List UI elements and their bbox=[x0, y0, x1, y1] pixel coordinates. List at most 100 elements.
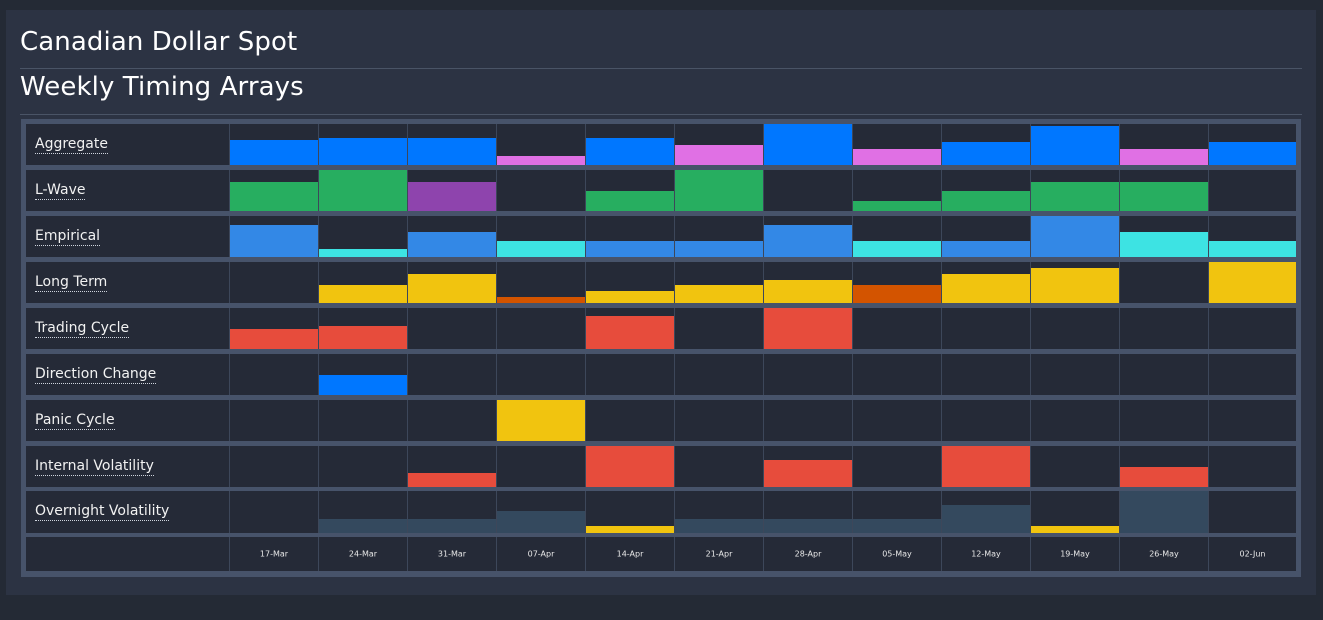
timing-bar bbox=[675, 241, 763, 257]
timing-bar bbox=[1120, 232, 1208, 257]
timing-cell bbox=[407, 216, 496, 257]
timing-cell bbox=[674, 354, 763, 395]
row-label-cell: Internal Volatility bbox=[26, 446, 229, 487]
timing-bar bbox=[764, 279, 852, 303]
timing-cell bbox=[318, 170, 407, 211]
row-label[interactable]: Aggregate bbox=[35, 135, 108, 154]
timing-bar bbox=[764, 308, 852, 349]
timing-cell bbox=[318, 446, 407, 487]
timing-bar bbox=[408, 232, 496, 257]
timing-row-l-wave: L-Wave bbox=[26, 170, 1296, 211]
row-label[interactable]: Long Term bbox=[35, 273, 108, 292]
timing-cell bbox=[229, 216, 318, 257]
timing-cell bbox=[1030, 216, 1119, 257]
timing-cell bbox=[674, 491, 763, 533]
timing-cell bbox=[229, 124, 318, 165]
timing-bar bbox=[764, 519, 852, 533]
timing-cell bbox=[496, 308, 585, 349]
timing-row-empirical: Empirical bbox=[26, 216, 1296, 257]
timing-bar bbox=[942, 504, 1030, 533]
timing-bar bbox=[1031, 126, 1119, 165]
timing-cell bbox=[1208, 216, 1296, 257]
week-label: 19-May bbox=[1060, 549, 1090, 559]
timing-bar bbox=[408, 519, 496, 533]
timing-cell bbox=[1030, 446, 1119, 487]
timing-cell bbox=[496, 400, 585, 441]
week-cell: 07-Apr bbox=[496, 537, 585, 571]
week-cell: 21-Apr bbox=[674, 537, 763, 571]
row-label[interactable]: Overnight Volatility bbox=[35, 503, 170, 521]
timing-cell bbox=[1030, 354, 1119, 395]
timing-cell bbox=[1119, 400, 1208, 441]
week-cell: 28-Apr bbox=[763, 537, 852, 571]
timing-cell bbox=[1208, 308, 1296, 349]
timing-cell bbox=[318, 400, 407, 441]
week-cell: 02-Jun bbox=[1208, 537, 1296, 571]
timing-bar bbox=[408, 137, 496, 165]
timing-cell bbox=[941, 308, 1030, 349]
timing-cell bbox=[1030, 308, 1119, 349]
timing-cell bbox=[318, 216, 407, 257]
timing-cell bbox=[852, 262, 941, 303]
timing-cell bbox=[585, 124, 674, 165]
week-cell: 24-Mar bbox=[318, 537, 407, 571]
timing-bar bbox=[1209, 141, 1296, 165]
week-cell: 05-May bbox=[852, 537, 941, 571]
timing-cell bbox=[1119, 446, 1208, 487]
timing-cell bbox=[1030, 124, 1119, 165]
row-label[interactable]: Panic Cycle bbox=[35, 411, 115, 430]
row-label[interactable]: L-Wave bbox=[35, 181, 86, 200]
timing-bar bbox=[853, 285, 941, 303]
timing-cell bbox=[852, 446, 941, 487]
timing-cell bbox=[1208, 170, 1296, 211]
timing-cell bbox=[585, 170, 674, 211]
timing-cell bbox=[318, 491, 407, 533]
timing-bar bbox=[675, 285, 763, 303]
week-axis-row: 17-Mar 24-Mar 31-Mar 07-Apr 14-Apr 21-Apr 28-A… bbox=[26, 537, 1296, 571]
timing-bar bbox=[586, 525, 674, 533]
timing-bar bbox=[319, 170, 407, 211]
timing-bar bbox=[319, 519, 407, 533]
timing-cell bbox=[941, 446, 1030, 487]
timing-cell bbox=[229, 446, 318, 487]
row-label[interactable]: Internal Volatility bbox=[35, 457, 154, 476]
timing-cell bbox=[763, 308, 852, 349]
timing-cell bbox=[1208, 400, 1296, 441]
timing-cell bbox=[407, 308, 496, 349]
timing-row-direction-change: Direction Change bbox=[26, 354, 1296, 395]
row-label[interactable]: Trading Cycle bbox=[35, 319, 130, 338]
timing-cell bbox=[496, 170, 585, 211]
timing-cell bbox=[852, 400, 941, 441]
timing-cell bbox=[496, 216, 585, 257]
timing-bar bbox=[497, 241, 585, 257]
timing-bar bbox=[1120, 491, 1208, 533]
timing-bar bbox=[764, 224, 852, 257]
timing-cell bbox=[674, 124, 763, 165]
timing-bar bbox=[1031, 267, 1119, 303]
timing-row-panic-cycle: Panic Cycle bbox=[26, 400, 1296, 441]
timing-cell bbox=[318, 124, 407, 165]
row-label[interactable]: Direction Change bbox=[35, 365, 157, 384]
timing-cell bbox=[585, 216, 674, 257]
row-label-cell: Panic Cycle bbox=[26, 400, 229, 441]
timing-row-overnight-volatility: Overnight Volatility bbox=[26, 491, 1296, 533]
week-cell: 19-May bbox=[1030, 537, 1119, 571]
timing-cell bbox=[941, 262, 1030, 303]
timing-cell bbox=[941, 170, 1030, 211]
row-label[interactable]: Empirical bbox=[35, 227, 101, 246]
timing-bar bbox=[853, 241, 941, 257]
timing-bar bbox=[675, 519, 763, 533]
timing-cell bbox=[763, 354, 852, 395]
timing-grid: Aggregate L-Wave Empirical Long Term Trading… bbox=[21, 119, 1301, 577]
timing-bar bbox=[230, 181, 318, 211]
timing-cell bbox=[852, 491, 941, 533]
title-divider bbox=[20, 68, 1302, 69]
timing-cell bbox=[941, 216, 1030, 257]
timing-bar bbox=[230, 224, 318, 257]
axis-label-spacer bbox=[26, 537, 229, 571]
timing-bar bbox=[497, 155, 585, 165]
timing-cell bbox=[318, 308, 407, 349]
timing-panel: Canadian Dollar Spot Weekly Timing Array… bbox=[6, 10, 1316, 595]
page-title: Canadian Dollar Spot bbox=[20, 27, 298, 57]
timing-cell bbox=[763, 262, 852, 303]
